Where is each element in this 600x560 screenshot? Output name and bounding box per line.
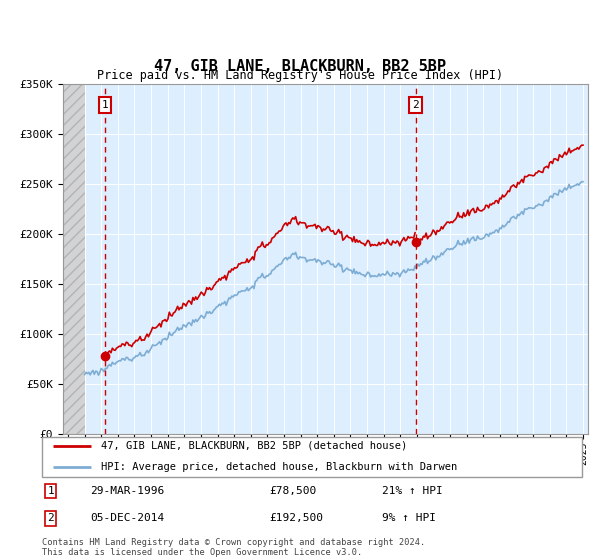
Text: Contains HM Land Registry data © Crown copyright and database right 2024.
This d: Contains HM Land Registry data © Crown c… [42,538,425,557]
FancyBboxPatch shape [42,437,582,477]
Text: 2: 2 [412,100,419,110]
Text: 29-MAR-1996: 29-MAR-1996 [91,486,165,496]
Text: £78,500: £78,500 [269,486,316,496]
Text: 9% ↑ HPI: 9% ↑ HPI [382,514,436,524]
Text: £192,500: £192,500 [269,514,323,524]
Text: 1: 1 [47,486,54,496]
Text: 47, GIB LANE, BLACKBURN, BB2 5BP: 47, GIB LANE, BLACKBURN, BB2 5BP [154,59,446,74]
Text: HPI: Average price, detached house, Blackburn with Darwen: HPI: Average price, detached house, Blac… [101,462,458,472]
Text: 05-DEC-2014: 05-DEC-2014 [91,514,165,524]
Text: 2: 2 [47,514,54,524]
Text: Price paid vs. HM Land Registry's House Price Index (HPI): Price paid vs. HM Land Registry's House … [97,69,503,82]
Text: 21% ↑ HPI: 21% ↑ HPI [382,486,443,496]
Text: 1: 1 [102,100,109,110]
Bar [63,84,85,434]
Text: 47, GIB LANE, BLACKBURN, BB2 5BP (detached house): 47, GIB LANE, BLACKBURN, BB2 5BP (detach… [101,441,407,451]
